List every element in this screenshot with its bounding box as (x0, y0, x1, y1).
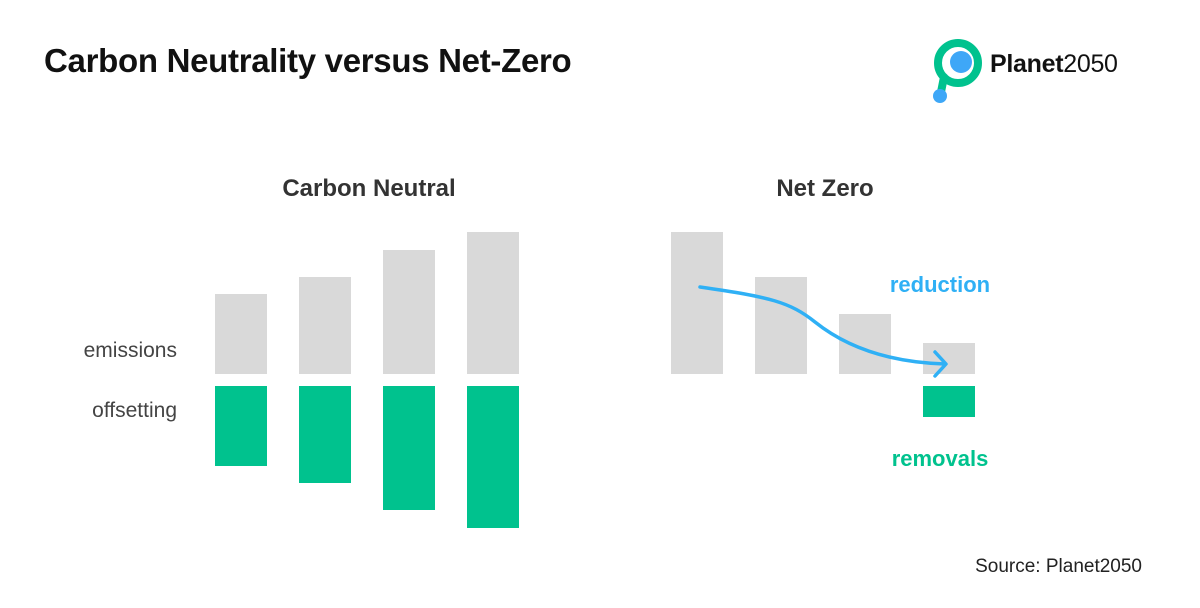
carbon-neutral-bars (215, 232, 519, 528)
emissions-row-label: emissions (84, 339, 177, 362)
reduction-arrow (698, 285, 947, 366)
carbon-neutral-emissions-bar-4 (467, 232, 519, 374)
carbon-neutral-emissions-bar-3 (383, 250, 435, 374)
net-zero-removals-bar-4 (923, 386, 975, 417)
page-title: Carbon Neutrality versus Net-Zero (44, 42, 572, 79)
offsetting-row-label: offsetting (92, 399, 177, 422)
net-zero-title: Net Zero (776, 175, 873, 202)
removals-label: removals (892, 446, 989, 471)
source-note: Source: Planet2050 (975, 556, 1142, 577)
reduction-arrowhead-icon (933, 350, 948, 378)
brand-number: 2050 (1063, 50, 1118, 78)
net-zero-bars (671, 232, 975, 417)
net-zero-emissions-bar-4 (923, 343, 975, 374)
brand-logo: Planet2050 (928, 38, 1158, 106)
reduction-label: reduction (890, 272, 990, 297)
carbon-neutral-title: Carbon Neutral (282, 175, 455, 202)
carbon-neutral-emissions-bar-2 (299, 277, 351, 374)
carbon-neutral-offsetting-bar-3 (383, 386, 435, 510)
carbon-neutral-offsetting-bar-1 (215, 386, 267, 466)
carbon-neutral-emissions-bar-1 (215, 294, 267, 374)
brand-name: Planet2050 (990, 50, 1118, 79)
brand-word: Planet (990, 50, 1064, 78)
carbon-neutral-offsetting-bar-4 (467, 386, 519, 528)
carbon-neutral-offsetting-bar-2 (299, 386, 351, 483)
planet2050-logo-icon (933, 39, 982, 103)
net-zero-emissions-bar-2 (755, 277, 807, 374)
net-zero-emissions-bar-1 (671, 232, 723, 374)
